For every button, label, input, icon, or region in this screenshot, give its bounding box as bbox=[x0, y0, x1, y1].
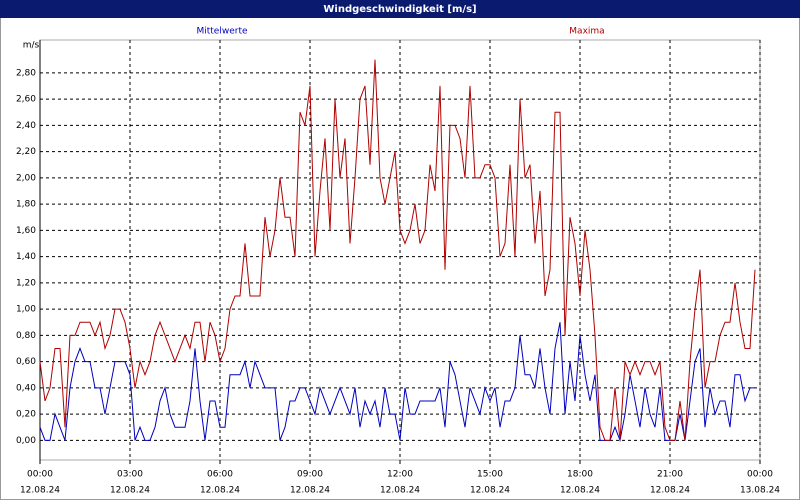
x-tick-label: 06:00 bbox=[207, 470, 233, 480]
x-tick-label: 09:00 bbox=[297, 470, 323, 480]
y-tick-label: 2,60 bbox=[16, 95, 36, 105]
y-tick-label: 0,40 bbox=[16, 383, 36, 393]
x-tick-date: 12.08.24 bbox=[650, 486, 690, 496]
x-tick-date: 12.08.24 bbox=[200, 486, 240, 496]
x-tick-label: 00:00 bbox=[747, 470, 773, 480]
x-tick-label: 15:00 bbox=[477, 470, 503, 480]
y-tick-label: 1,80 bbox=[16, 200, 36, 210]
y-tick-label: 2,20 bbox=[16, 147, 36, 157]
y-tick-label: 0,00 bbox=[16, 436, 36, 446]
x-tick-date: 13.08.24 bbox=[740, 486, 780, 496]
x-tick-date: 12.08.24 bbox=[380, 486, 420, 496]
title-bar bbox=[0, 0, 800, 18]
y-tick-label: 1,40 bbox=[16, 252, 36, 262]
legend-entry: Maxima bbox=[569, 27, 604, 37]
legend-entry: Mittelwerte bbox=[196, 27, 247, 37]
y-tick-label: 2,00 bbox=[16, 173, 36, 183]
x-tick-label: 12:00 bbox=[387, 470, 413, 480]
y-tick-label: 0,60 bbox=[16, 357, 36, 367]
x-tick-label: 18:00 bbox=[567, 470, 593, 480]
x-tick-label: 00:00 bbox=[27, 470, 53, 480]
y-tick-label: 1,60 bbox=[16, 226, 36, 236]
y-tick-label: 1,00 bbox=[16, 305, 36, 315]
x-tick-label: 03:00 bbox=[117, 470, 143, 480]
y-tick-label: 2,80 bbox=[16, 68, 36, 78]
chart-title: Windgeschwindigkeit [m/s] bbox=[323, 4, 476, 15]
y-tick-label: 1,20 bbox=[16, 278, 36, 288]
y-tick-label: 0,20 bbox=[16, 410, 36, 420]
x-tick-date: 12.08.24 bbox=[290, 486, 330, 496]
x-tick-date: 12.08.24 bbox=[110, 486, 150, 496]
x-tick-date: 12.08.24 bbox=[470, 486, 510, 496]
x-tick-label: 21:00 bbox=[657, 470, 683, 480]
y-tick-label: 0,80 bbox=[16, 331, 36, 341]
series-line bbox=[39, 322, 755, 443]
series-line bbox=[39, 59, 756, 441]
x-tick-date: 12.08.24 bbox=[560, 486, 600, 496]
y-unit: m/s bbox=[23, 41, 40, 51]
x-tick-date: 12.08.24 bbox=[20, 486, 60, 496]
y-tick-label: 2,40 bbox=[16, 121, 36, 131]
